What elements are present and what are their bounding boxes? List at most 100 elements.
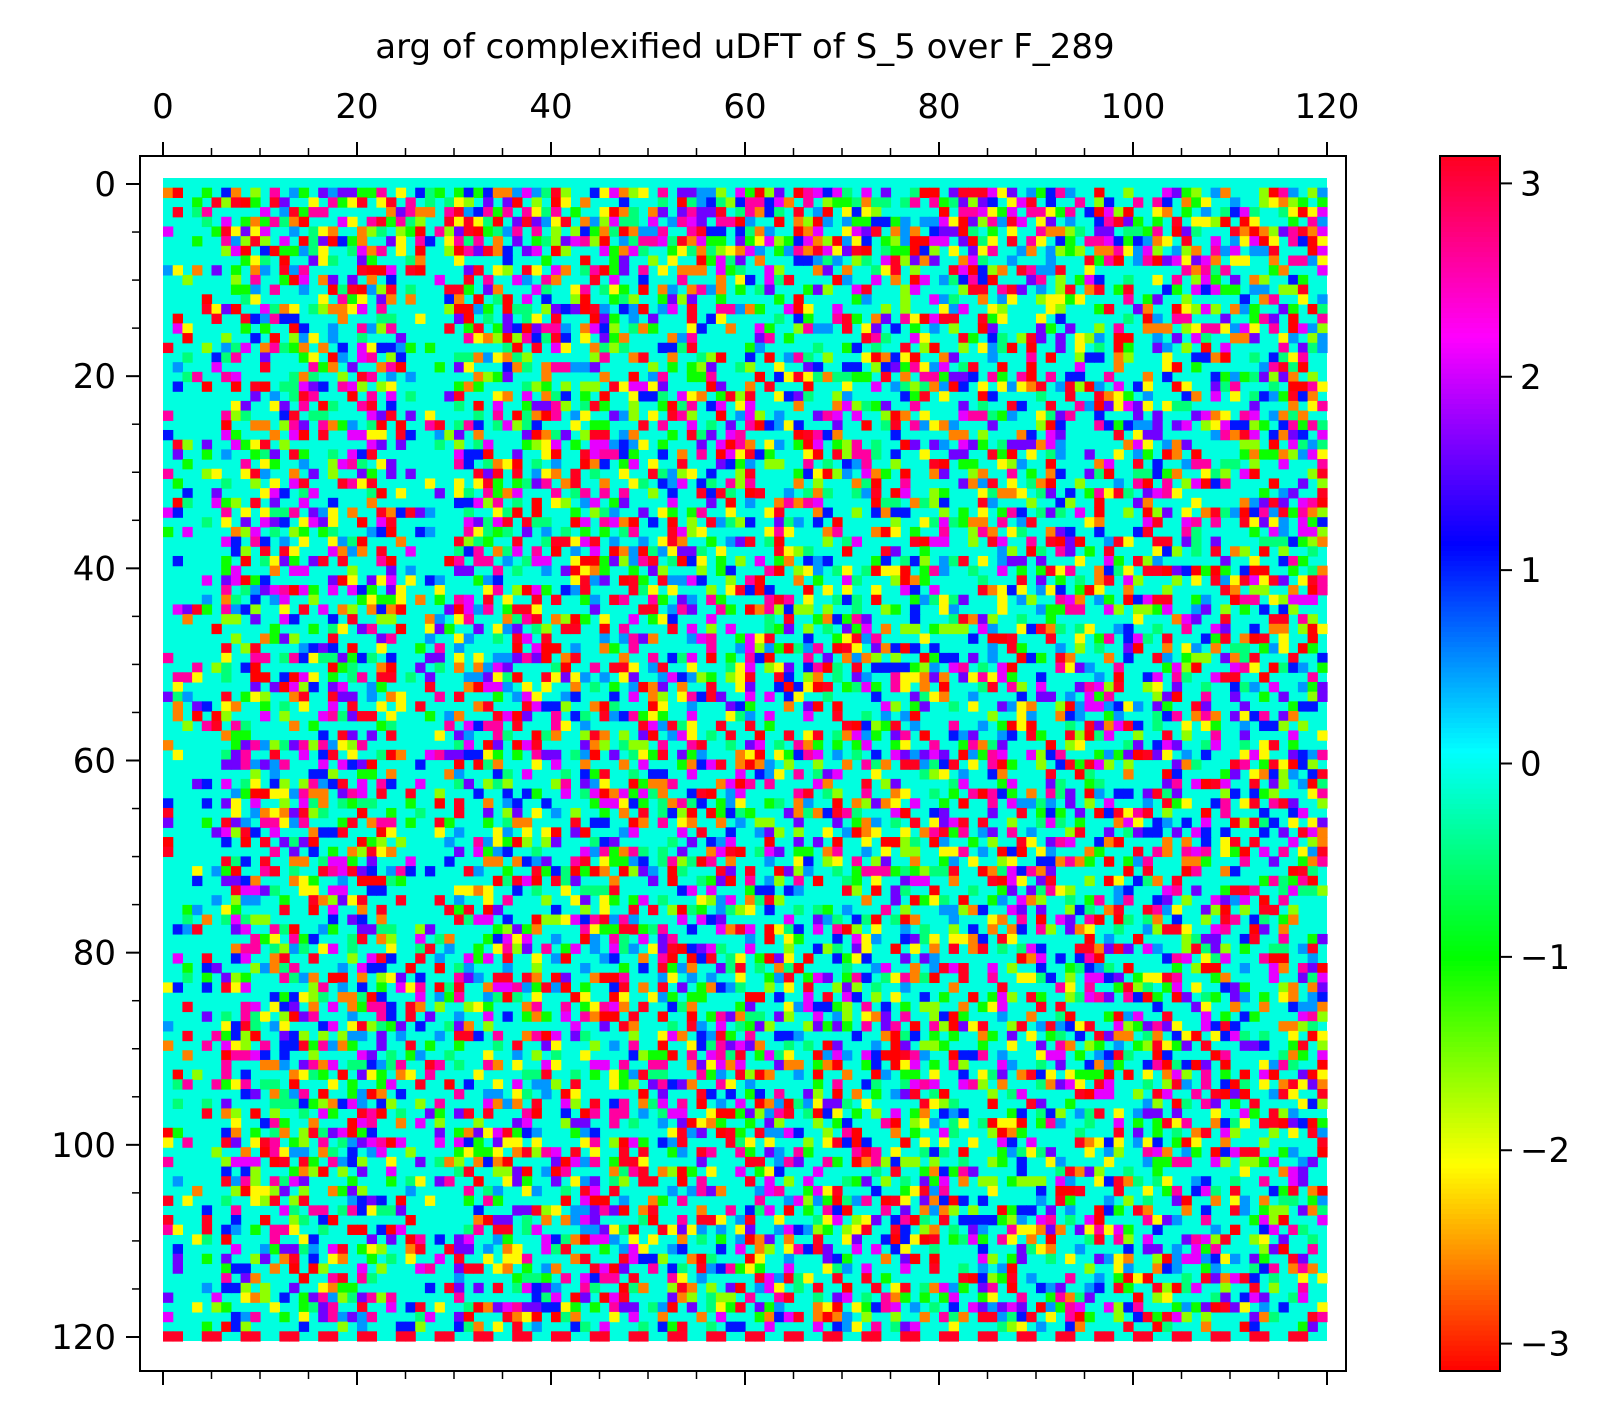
heatmap-cell: [357, 904, 368, 916]
heatmap-cell: [1220, 478, 1231, 489]
heatmap-cell: [686, 691, 698, 702]
heatmap-cell: [260, 323, 271, 334]
heatmap-cell: [783, 197, 795, 208]
heatmap-cell: [357, 740, 368, 751]
heatmap-cell: [386, 207, 397, 218]
heatmap-cell: [269, 459, 280, 470]
heatmap-cell: [395, 701, 407, 712]
heatmap-cell: [609, 245, 620, 257]
heatmap-cell: [657, 342, 668, 354]
heatmap-cell: [1181, 662, 1192, 673]
heatmap-cell: [1074, 507, 1086, 518]
heatmap-cell: [686, 429, 698, 441]
heatmap-cell: [376, 488, 387, 499]
heatmap-cell: [939, 303, 950, 315]
heatmap-cell: [240, 546, 251, 557]
heatmap-cell: [851, 924, 862, 935]
heatmap-cell: [337, 759, 348, 770]
heatmap-cell: [1220, 429, 1231, 441]
heatmap-cell: [715, 284, 727, 295]
heatmap-cell: [1094, 303, 1105, 315]
heatmap-cell: [1230, 197, 1241, 208]
heatmap-cell: [677, 604, 688, 615]
heatmap-cell: [842, 536, 853, 547]
heatmap-cell: [308, 594, 319, 606]
heatmap-cell: [289, 468, 300, 480]
heatmap-cell: [812, 730, 824, 741]
heatmap-cell: [570, 536, 581, 547]
heatmap-cell: [240, 749, 251, 761]
heatmap-cell: [483, 449, 494, 460]
heatmap-cell: [580, 740, 591, 751]
heatmap-cell: [240, 643, 251, 654]
heatmap-cell: [454, 362, 465, 373]
heatmap-cell: [463, 546, 474, 557]
heatmap-cell: [812, 614, 824, 625]
heatmap-cell: [677, 342, 688, 354]
heatmap-cell: [366, 652, 377, 664]
heatmap-cell: [909, 323, 921, 334]
heatmap-cell: [1220, 323, 1231, 334]
heatmap-cell: [1239, 323, 1250, 334]
heatmap-cell: [308, 798, 319, 809]
heatmap-cell: [551, 226, 562, 237]
heatmap-cell: [764, 720, 775, 732]
heatmap-cell: [502, 652, 513, 664]
heatmap-cell: [327, 914, 339, 925]
heatmap-cell: [357, 265, 368, 276]
heatmap-cell: [677, 449, 688, 460]
heatmap-cell: [1249, 526, 1260, 538]
heatmap-cell: [337, 623, 348, 635]
heatmap-cell: [1142, 255, 1153, 266]
heatmap-cell: [347, 788, 358, 799]
heatmap-cell: [1123, 652, 1134, 664]
heatmap-cell: [230, 875, 242, 887]
heatmap-cell: [327, 303, 339, 315]
heatmap-cell: [483, 672, 494, 683]
heatmap-cell: [405, 197, 416, 208]
heatmap-cell: [764, 439, 775, 450]
heatmap-cell: [745, 691, 756, 702]
heatmap-cell: [1152, 216, 1163, 228]
heatmap-cell: [822, 371, 833, 383]
heatmap-cell: [1307, 468, 1318, 480]
heatmap-cell: [900, 507, 911, 518]
heatmap-cell: [1045, 400, 1056, 412]
heatmap-cell: [337, 536, 348, 547]
heatmap-cell: [599, 778, 610, 790]
heatmap-cell: [308, 391, 319, 402]
heatmap-cell: [822, 216, 833, 228]
heatmap-cell: [454, 740, 465, 751]
heatmap-cell: [1268, 197, 1280, 208]
heatmap-cell: [987, 488, 998, 499]
heatmap-cell: [1200, 749, 1212, 761]
heatmap-cell: [454, 565, 465, 576]
heatmap-cell: [1307, 236, 1318, 247]
heatmap-cell: [803, 313, 814, 324]
heatmap-cell: [851, 672, 862, 683]
heatmap-cell: [686, 817, 698, 828]
heatmap-cell: [851, 856, 862, 867]
heatmap-cell: [997, 459, 1008, 470]
heatmap-cell: [725, 711, 736, 722]
heatmap-cell: [1259, 749, 1270, 761]
heatmap-cell: [842, 759, 853, 770]
heatmap-cell: [211, 662, 222, 673]
heatmap-cell: [327, 449, 339, 460]
heatmap-cell: [502, 604, 513, 615]
heatmap-cell: [842, 197, 853, 208]
heatmap-cell: [890, 914, 901, 925]
heatmap-cell: [1268, 313, 1280, 324]
heatmap-cell: [1249, 245, 1260, 257]
heatmap-cell: [1288, 904, 1299, 916]
heatmap-cell: [822, 778, 833, 790]
heatmap-cell: [172, 478, 183, 489]
heatmap-cell: [657, 846, 668, 858]
heatmap-cell: [512, 274, 523, 286]
heatmap-cell: [735, 391, 746, 402]
heatmap-cell: [1181, 623, 1192, 635]
heatmap-cell: [706, 362, 717, 373]
heatmap-cell: [1094, 691, 1105, 702]
heatmap-cell: [502, 265, 513, 276]
heatmap-cell: [618, 594, 630, 606]
